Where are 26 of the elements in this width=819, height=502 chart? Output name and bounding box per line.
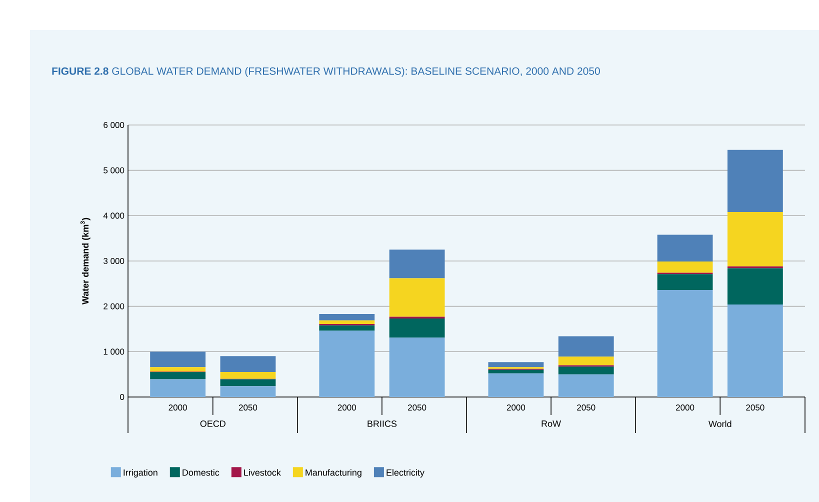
x-tick-label: 2050 <box>577 404 596 411</box>
y-axis-title: Water demand (km$^{3}$) <box>80 218 90 304</box>
y-tick-label: 5 000 <box>104 167 124 174</box>
chart-title: FIGURE 2.8 GLOBAL WATER DEMAND (FRESHWATER WITHDRAWALS): BASELINE SCENARIO, 2000 AND 2050 <box>52 67 600 77</box>
text: RoW <box>542 420 562 427</box>
y-tick-label: 6 000 <box>104 122 124 128</box>
text: BRIICS <box>368 420 397 427</box>
x-tick-label: 2050 <box>238 404 258 411</box>
x-tick-label: 2000 <box>168 404 187 411</box>
legend-label: Electricity <box>386 469 424 478</box>
x-tick-label: 2000 <box>676 404 694 411</box>
legend-label: Manufacturing <box>306 469 362 478</box>
legend-label: Domestic <box>182 469 220 476</box>
legend-label: Livestock <box>244 469 281 476</box>
y-tick-label: 1 000 <box>104 348 124 355</box>
y-tick-label: 2 000 <box>104 303 124 310</box>
x-tick-label: 2000 <box>338 404 356 411</box>
x-tick-label: 2000 <box>506 404 526 411</box>
x-tick-label: 2050 <box>408 404 426 411</box>
text: World <box>708 420 732 428</box>
x-tick-label: 2050 <box>746 404 764 411</box>
y-tick-label: 0 <box>120 394 124 400</box>
y-tick-label: 3 000 <box>104 258 124 264</box>
y-tick-label: 4 000 <box>103 212 124 219</box>
legend-label: Irrigation <box>124 469 158 478</box>
text: OECD <box>200 420 226 427</box>
